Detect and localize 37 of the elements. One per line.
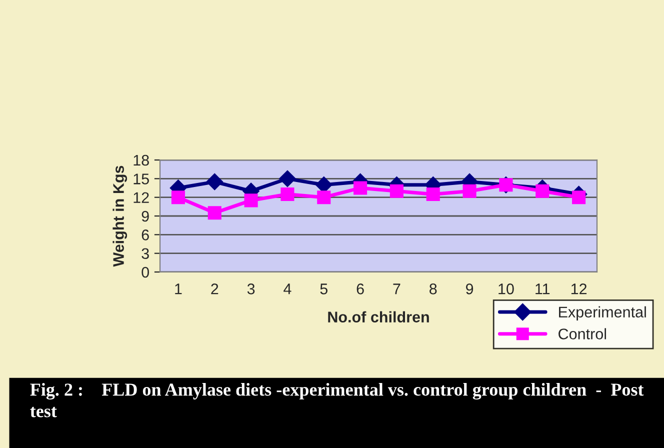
legend-label: Experimental	[559, 306, 646, 321]
point	[390, 184, 404, 198]
y-tick-label: 9	[142, 210, 149, 222]
text: Fig. 2 : FLD on Amylase diets -experimental vs. control group children - Post test	[30, 383, 644, 418]
x-tick-label: 12	[571, 284, 587, 294]
y-axis-title: Weight in Kgs	[112, 166, 128, 267]
x-tick-label: 10	[498, 284, 514, 294]
x-tick-label: 1	[175, 284, 182, 294]
x-tick-label: 8	[430, 284, 437, 294]
x-tick-label: 6	[356, 284, 364, 294]
point	[572, 190, 586, 204]
y-tick-label: 0	[142, 266, 149, 278]
point	[280, 187, 294, 201]
point	[208, 206, 222, 220]
point	[462, 184, 476, 198]
y-tick-label: 12	[134, 192, 149, 203]
x-tick-label: 2	[211, 284, 218, 294]
y-tick-label: 6	[142, 230, 149, 240]
legend-label: Control	[558, 328, 606, 340]
y-tick-label: 15	[134, 174, 149, 184]
x-axis-title: No.of children	[328, 311, 429, 322]
point	[171, 190, 185, 204]
x-tick-label: 4	[284, 284, 292, 294]
x-tick-label: 3	[247, 284, 255, 294]
point	[536, 184, 550, 198]
point	[426, 187, 440, 201]
x-tick-label: 7	[393, 284, 400, 294]
point	[317, 190, 331, 204]
point	[279, 170, 296, 188]
y-tick-label: 18	[134, 154, 149, 166]
point	[206, 173, 223, 190]
x-tick-label: 5	[320, 284, 328, 294]
x-tick-label: 11	[536, 284, 550, 294]
x-tick-label: 9	[466, 284, 474, 294]
y-tick-label: 3	[142, 248, 149, 260]
point	[244, 194, 258, 208]
point	[354, 181, 368, 195]
